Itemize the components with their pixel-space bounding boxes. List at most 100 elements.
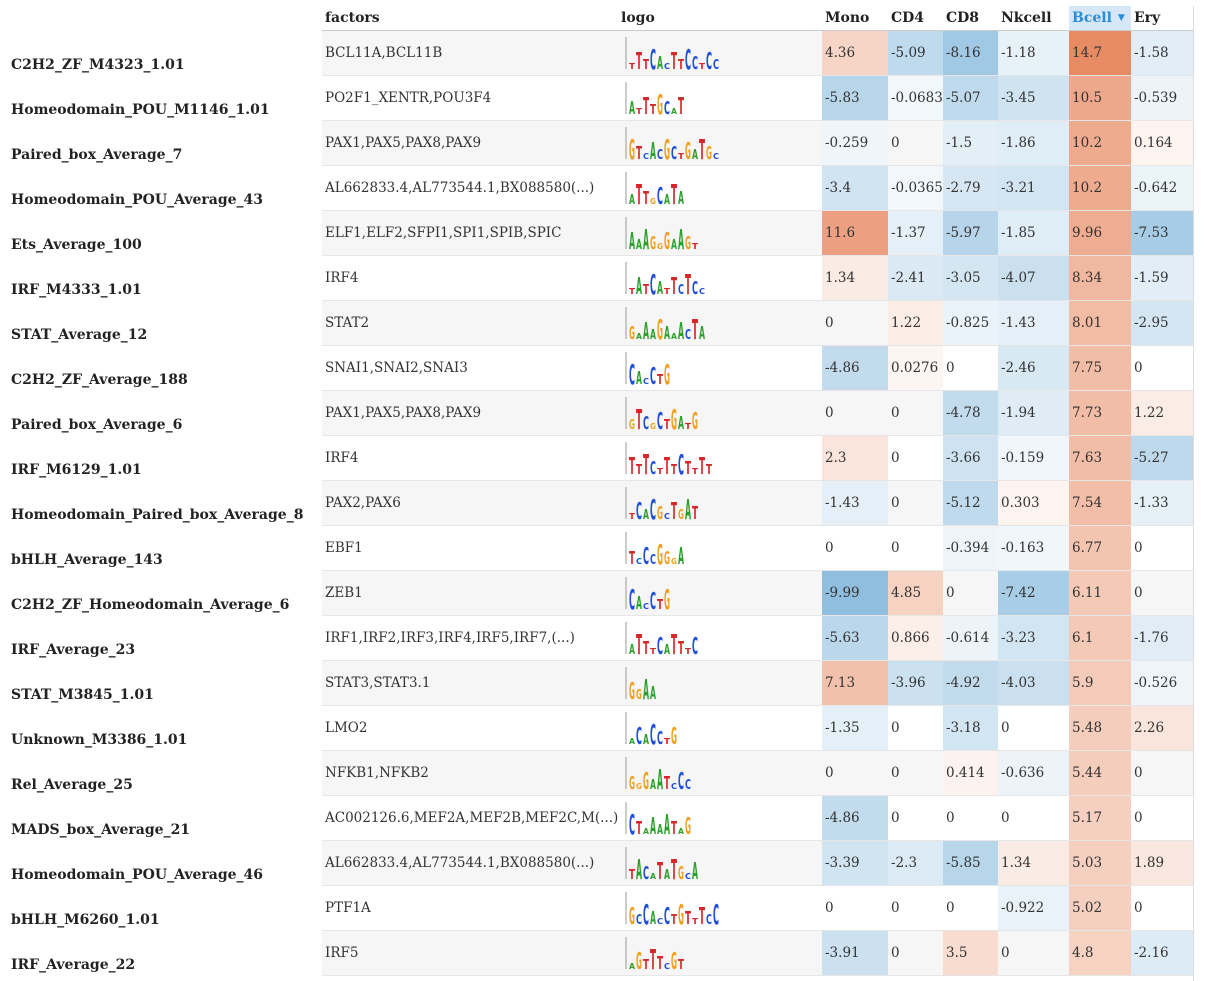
logo-letter: T — [699, 62, 706, 71]
value-cell-bcell: 7.54 — [1069, 480, 1131, 526]
logo-letter: A — [657, 823, 663, 838]
logo-letter: G — [650, 233, 656, 253]
value-cell-bcell: 5.48 — [1069, 705, 1131, 751]
header-factors[interactable]: factors — [322, 6, 618, 31]
value-cell-cd4: -0.0365 — [888, 165, 943, 211]
value-cell-bcell: 7.73 — [1069, 390, 1131, 436]
header-cd8[interactable]: CD8 — [943, 6, 998, 31]
value-cell-cd8: 0 — [943, 795, 998, 841]
value-cell-bcell: 5.44 — [1069, 750, 1131, 796]
logo-letter: C — [713, 152, 719, 161]
value-cell-nkcell: -1.94 — [998, 390, 1069, 436]
logo-letter: T — [643, 58, 649, 73]
header-logo[interactable]: logo — [618, 6, 822, 31]
value-cell-nkcell: -0.922 — [998, 885, 1069, 931]
value-cell-cd4: 0 — [888, 435, 943, 481]
logo-letter: A — [671, 238, 677, 253]
table-header-row: factors logo Mono CD4 CD8 Nkcell Bcell ▼ … — [322, 6, 1194, 31]
header-cd4[interactable]: CD4 — [888, 6, 943, 31]
logo-letter: A — [636, 593, 642, 613]
logo-letter: G — [664, 133, 670, 163]
logo-letter: C — [650, 589, 656, 613]
logo-letter: T — [685, 647, 692, 656]
logo-letter: T — [643, 94, 649, 118]
value-cell-mono: 4.36 — [822, 30, 888, 76]
logo-letter: T — [636, 178, 642, 208]
logo-letter: A — [629, 643, 635, 658]
logo-letter: T — [636, 463, 642, 478]
table-row: AL662833.4,AL773544.1,BX088580(...) T A C A T… — [322, 840, 1194, 886]
logo-letter: T — [678, 958, 684, 973]
motif-name-column: C2H2_ZF_M4323_1.01 Homeodomain_POU_M1146_… — [0, 0, 322, 981]
value-cell-bcell: 5.9 — [1069, 660, 1131, 706]
logo-letter: G — [678, 898, 684, 928]
value-cell-cd4: 0 — [888, 930, 943, 976]
logo-letter: A — [636, 274, 642, 298]
factors-cell: ELF1,ELF2,SFPI1,SPI1,SPIB,SPIC — [322, 210, 618, 256]
logo-letter: G — [706, 143, 712, 163]
table-row: IRF4 T T T C T T T C T T T T 2.3 0 -3.66 -0.159 7.63 -5.27 — [322, 435, 1194, 481]
logo-letter: T — [671, 853, 677, 883]
table-row: AC002126.6,MEF2A,MEF2B,MEF2C,M(...) C T A A A… — [322, 795, 1194, 841]
logo-letter: G — [664, 548, 670, 568]
value-cell-ery: 0 — [1131, 750, 1194, 796]
logo-letter: C — [692, 278, 698, 298]
value-cell-bcell: 6.77 — [1069, 525, 1131, 571]
factors-cell: BCL11A,BCL11B — [322, 30, 618, 76]
value-cell-bcell: 9.96 — [1069, 210, 1131, 256]
motif-name: MADS_box_Average_21 — [11, 822, 191, 838]
header-mono[interactable]: Mono — [822, 6, 888, 31]
value-cell-mono: -1.35 — [822, 705, 888, 751]
logo-letter: A — [671, 107, 678, 116]
value-cell-cd8: -5.85 — [943, 840, 998, 886]
value-cell-cd8: -0.825 — [943, 300, 998, 346]
logo-letter: A — [678, 319, 684, 343]
table-right-border — [1193, 6, 1194, 981]
value-cell-nkcell: -4.07 — [998, 255, 1069, 301]
value-cell-nkcell: -7.42 — [998, 570, 1069, 616]
logo-letter: C — [629, 583, 635, 613]
factors-cell: PAX1,PAX5,PAX8,PAX9 — [322, 390, 618, 436]
value-cell-nkcell: -2.46 — [998, 345, 1069, 391]
value-cell-cd4: 0 — [888, 705, 943, 751]
header-nkcell[interactable]: Nkcell — [998, 6, 1069, 31]
logo-letter: G — [650, 422, 656, 431]
table-row: LMO2 A C A C C T G -1.35 0 -3.18 0 5.48 2.26 — [322, 705, 1194, 751]
logo-letter: C — [643, 377, 649, 386]
logo-letter: G — [664, 358, 670, 388]
factors-cell: SNAI1,SNAI2,SNAI3 — [322, 345, 618, 391]
factors-cell: AC002126.6,MEF2A,MEF2B,MEF2C,M(...) — [322, 795, 618, 841]
table-row: ELF1,ELF2,SFPI1,SPI1,SPIB,SPIC A A A G G G A A G T… — [322, 210, 1194, 256]
header-ery[interactable]: Ery — [1131, 6, 1194, 31]
motif-name: C2H2_ZF_Average_188 — [11, 372, 188, 388]
logo-letter: G — [643, 769, 649, 793]
logo-letter: T — [671, 463, 677, 478]
logo-letter: T — [685, 908, 691, 928]
value-cell-cd4: 0 — [888, 525, 943, 571]
logo-letter: T — [643, 283, 649, 298]
logo-letter: C — [706, 913, 712, 928]
value-cell-cd4: -2.3 — [888, 840, 943, 886]
header-bcell[interactable]: Bcell ▼ — [1069, 6, 1131, 31]
value-cell-cd4: 0 — [888, 795, 943, 841]
value-cell-ery: 1.89 — [1131, 840, 1194, 886]
value-cell-cd8: 0.414 — [943, 750, 998, 796]
value-cell-bcell: 7.63 — [1069, 435, 1131, 481]
logo-letter: G — [685, 139, 691, 163]
logo-letter: C — [699, 287, 705, 296]
value-cell-nkcell: -3.45 — [998, 75, 1069, 121]
value-cell-mono: 7.13 — [822, 660, 888, 706]
logo-letter: G — [629, 133, 635, 163]
value-cell-cd8: 0 — [943, 345, 998, 391]
logo-letter: C — [657, 634, 663, 658]
logo-letter: T — [671, 178, 677, 208]
factors-cell: IRF4 — [322, 255, 618, 301]
